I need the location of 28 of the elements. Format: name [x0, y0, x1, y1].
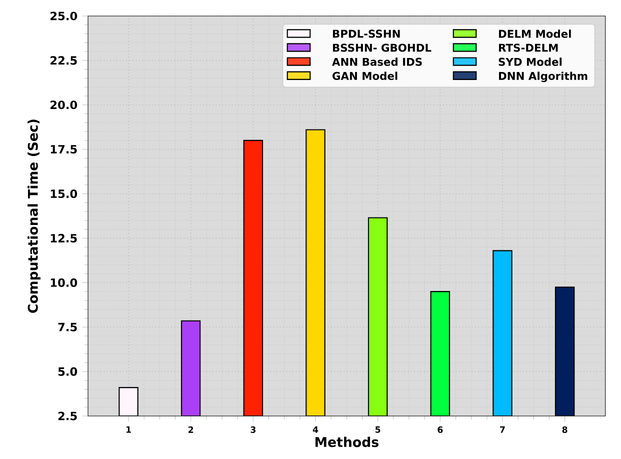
x-tick-label: 7 [500, 426, 505, 433]
legend-label: DELM Model [499, 30, 571, 38]
y-tick-label: 10.0 [50, 278, 78, 287]
y-tick-label: 5.0 [58, 367, 78, 376]
y-tick-label: 12.5 [50, 234, 77, 242]
y-tick-label: 15.0 [50, 189, 78, 198]
legend-label: SYD Model [498, 58, 562, 66]
legend-label: BPDL-SSHN [332, 30, 400, 38]
legend-label: ANN Based IDS [332, 58, 422, 66]
x-tick-label: 3 [250, 426, 256, 433]
y-tick-label: 7.5 [58, 322, 77, 332]
y-tick-label: 25.0 [50, 12, 78, 20]
x-tick-label: 5 [375, 426, 380, 433]
y-tick-label: 22.5 [50, 56, 77, 65]
y-tick-label: 2.5 [58, 412, 77, 420]
x-tick-label: 6 [438, 426, 443, 433]
y-tick-label: 17.5 [50, 145, 77, 154]
x-tick-label: 1 [126, 426, 131, 433]
legend-label: GAN Model [332, 72, 398, 80]
x-axis-title: Methods [315, 436, 378, 448]
y-axis-title: Computational Time (Sec) [28, 120, 40, 313]
x-tick-label: 4 [312, 426, 318, 433]
legend-label: DNN Algorithm [499, 72, 588, 82]
y-tick-label: 20.0 [50, 100, 78, 110]
legend-label: RTS-DELM [499, 44, 558, 52]
legend-label: BSSHN- GBOHDL [332, 44, 432, 52]
x-tick-label: 8 [562, 426, 568, 433]
x-tick-label: 2 [188, 426, 194, 433]
